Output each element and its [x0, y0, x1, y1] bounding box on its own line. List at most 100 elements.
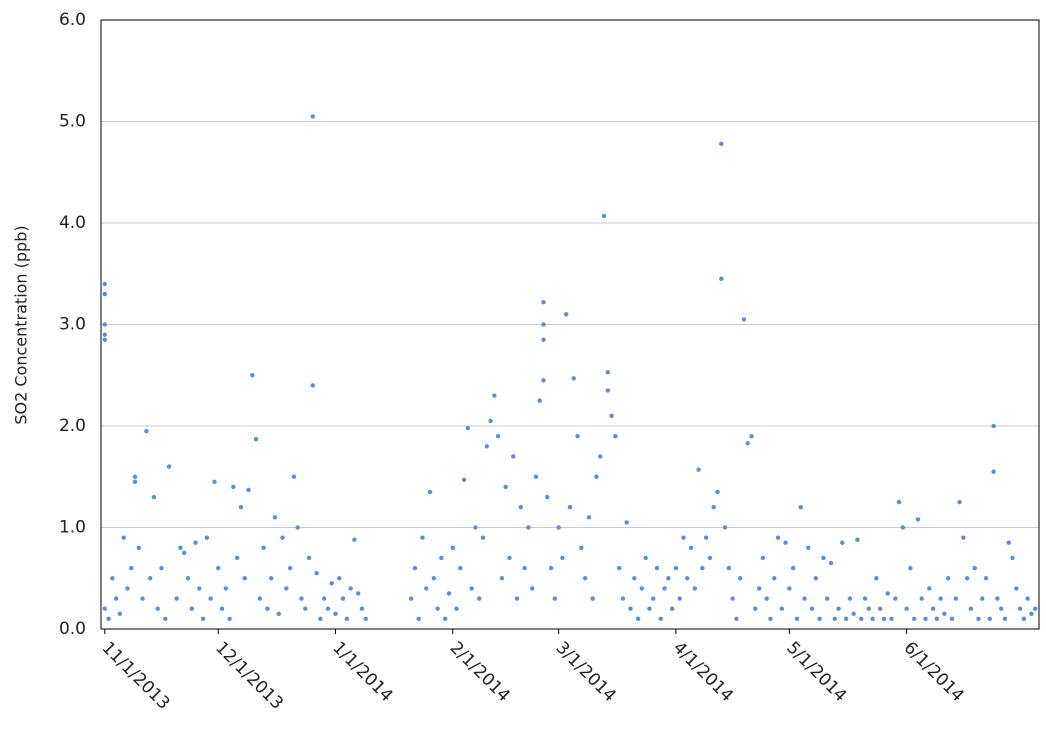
data-point — [745, 441, 750, 446]
data-point — [325, 606, 331, 611]
data-point — [764, 596, 769, 601]
data-point — [700, 565, 705, 571]
data-point — [488, 418, 493, 424]
data-point — [851, 611, 856, 616]
data-point — [507, 555, 512, 561]
data-point — [605, 388, 611, 393]
data-point — [904, 606, 909, 611]
data-point — [280, 535, 285, 540]
data-point — [102, 281, 107, 287]
data-point — [847, 596, 853, 601]
data-point — [299, 596, 304, 601]
data-point — [529, 586, 535, 591]
data-point — [185, 576, 191, 581]
data-point — [605, 370, 611, 375]
data-point — [514, 596, 520, 601]
data-point — [862, 596, 868, 601]
data-point — [677, 596, 682, 601]
data-point — [291, 474, 297, 479]
data-point — [900, 525, 906, 530]
data-point — [136, 545, 142, 550]
data-point — [518, 505, 524, 510]
data-point — [806, 545, 811, 550]
data-point — [166, 464, 172, 469]
data-point — [711, 505, 716, 510]
data-point — [556, 525, 561, 530]
data-point — [911, 616, 917, 622]
data-point — [669, 606, 675, 611]
data-point — [885, 591, 890, 596]
data-point — [480, 535, 486, 540]
data-point — [908, 565, 913, 571]
data-point — [144, 428, 149, 434]
data-point — [151, 494, 157, 500]
data-point — [949, 616, 955, 622]
data-point — [231, 484, 236, 490]
data-point — [272, 515, 278, 520]
y-tick-label: 2.0 — [59, 416, 86, 436]
data-point — [204, 535, 210, 540]
data-point — [545, 494, 550, 500]
data-point — [113, 596, 119, 601]
data-point — [972, 565, 977, 571]
data-point — [321, 596, 327, 601]
data-point — [1021, 616, 1027, 622]
data-point — [685, 576, 690, 581]
data-point — [828, 560, 834, 566]
data-point — [197, 586, 202, 591]
data-point — [526, 525, 531, 530]
data-point — [155, 606, 160, 611]
data-point — [779, 606, 785, 611]
data-point — [946, 576, 951, 581]
data-point — [435, 606, 440, 611]
data-point — [832, 616, 837, 622]
data-point — [843, 616, 849, 622]
data-point — [976, 616, 981, 622]
data-point — [265, 606, 270, 611]
data-point — [461, 477, 467, 482]
data-point — [329, 581, 334, 586]
data-point — [662, 586, 667, 591]
data-point — [964, 576, 970, 581]
data-point — [658, 616, 663, 622]
data-point — [132, 474, 138, 479]
data-point — [919, 596, 924, 601]
data-point — [893, 596, 898, 601]
data-point — [458, 565, 463, 571]
data-point — [961, 535, 966, 540]
data-point — [359, 606, 365, 611]
y-axis-label: SO2 Concentration (ppb) — [12, 225, 31, 424]
data-point — [147, 576, 153, 581]
data-point — [654, 565, 660, 571]
data-point — [310, 383, 316, 388]
data-point — [541, 299, 546, 305]
data-point — [715, 489, 720, 495]
data-point — [424, 586, 429, 591]
data-point — [859, 616, 864, 622]
data-point — [991, 423, 996, 429]
data-point — [340, 596, 346, 601]
data-point — [738, 576, 743, 581]
data-point — [1033, 606, 1038, 611]
data-point — [200, 616, 206, 622]
data-point — [775, 535, 781, 540]
data-point — [1025, 596, 1030, 601]
data-point — [189, 606, 194, 611]
data-point — [957, 499, 962, 505]
data-point — [174, 596, 179, 601]
data-point — [1010, 555, 1015, 561]
data-point — [726, 565, 732, 571]
data-point — [647, 606, 652, 611]
data-point — [250, 373, 255, 378]
data-point — [613, 433, 618, 439]
y-tick-label: 1.0 — [59, 518, 86, 538]
data-point — [363, 616, 368, 622]
data-point — [983, 576, 989, 581]
data-point — [102, 332, 107, 337]
data-point — [234, 555, 240, 561]
data-point — [337, 576, 342, 581]
data-point — [533, 474, 539, 479]
data-point — [450, 545, 455, 550]
data-point — [749, 433, 754, 439]
